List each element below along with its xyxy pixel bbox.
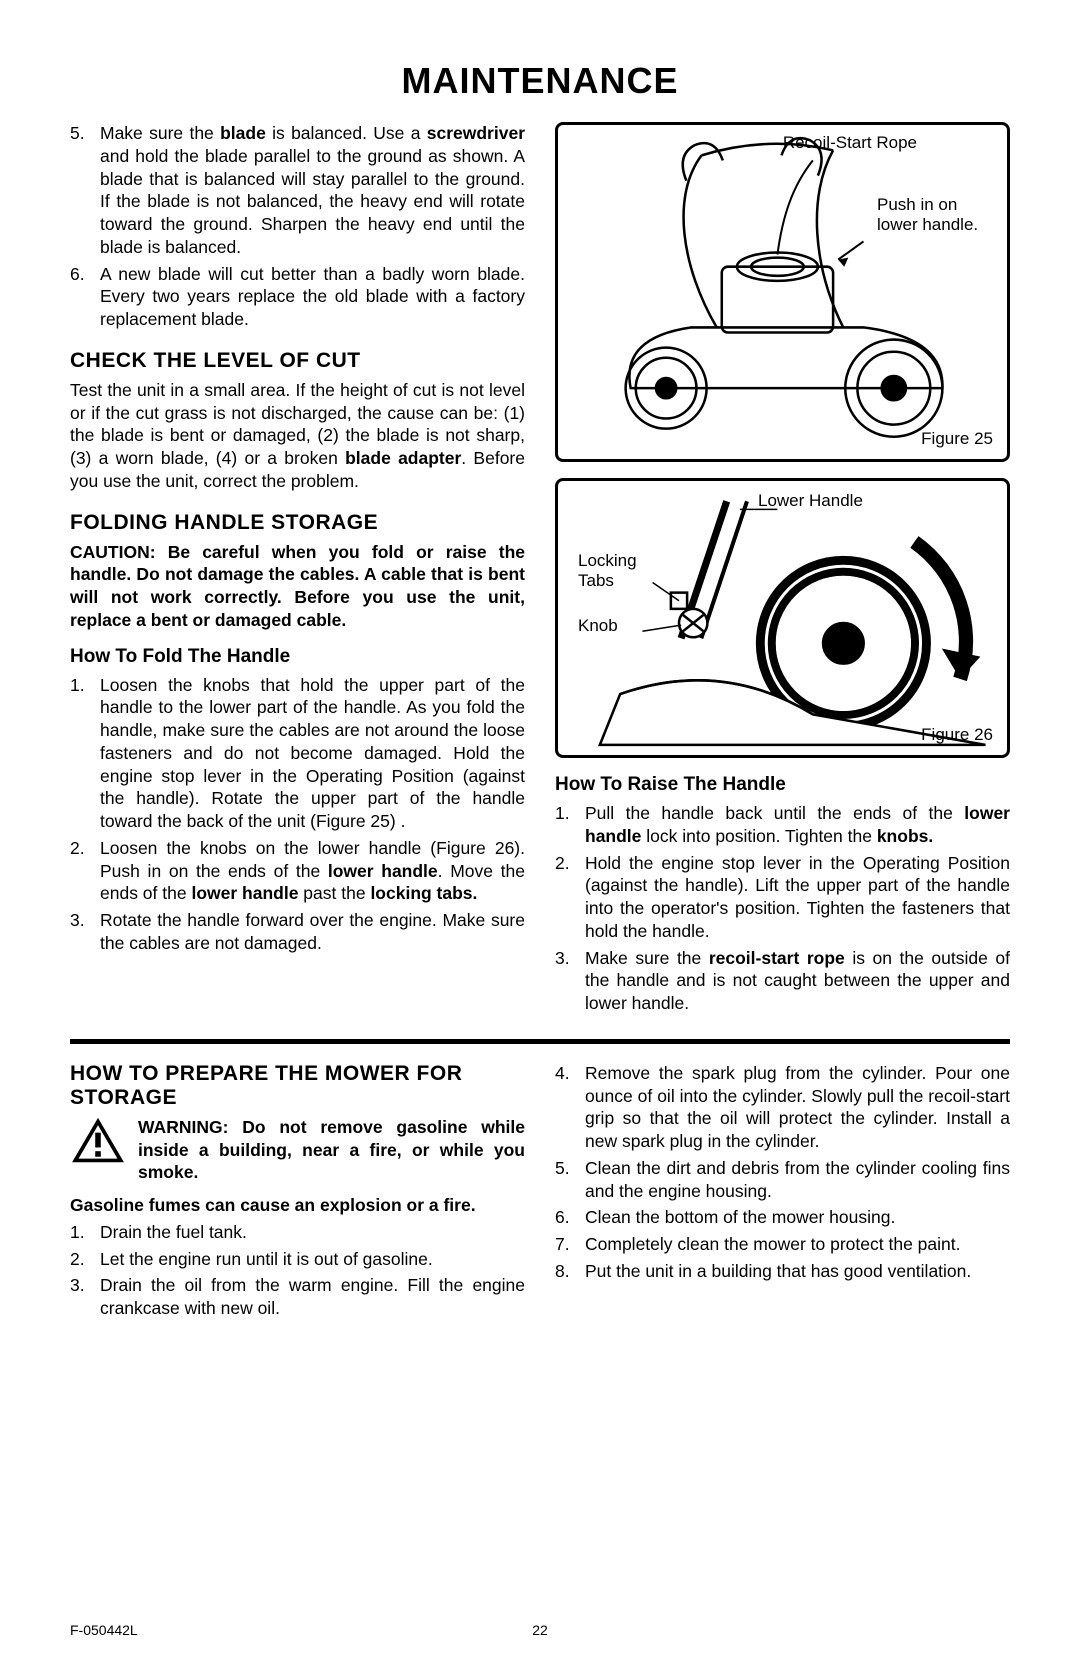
list-number: 3. [70,1274,100,1320]
list-number: 6. [70,263,100,331]
list-text: Pull the handle back until the ends of t… [585,802,1010,848]
figure-label: Push in on lower handle. [877,195,987,235]
figure-25: Recoil-Start Rope Push in on lower handl… [555,122,1010,462]
list-number: 1. [555,802,585,848]
list-number: 2. [70,837,100,905]
list-text: Clean the dirt and debris from the cylin… [585,1157,1010,1203]
section-heading: HOW TO PREPARE THE MOWER FOR STORAGE [70,1062,525,1110]
mower-illustration [558,125,1007,459]
page-number: 22 [532,1622,548,1638]
page-title: MAINTENANCE [70,60,1010,102]
list-text: Remove the spark plug from the cylinder.… [585,1062,1010,1153]
right-column: Recoil-Start Rope Push in on lower handl… [555,122,1010,1019]
section-heading: CHECK THE LEVEL OF CUT [70,349,525,373]
list-number: 2. [70,1248,100,1271]
list-text: Drain the fuel tank. [100,1221,525,1244]
handle-illustration [558,481,1007,755]
left-column: 5.Make sure the blade is balanced. Use a… [70,122,525,1019]
list-text: Make sure the recoil-start rope is on th… [585,947,1010,1015]
figure-label: Knob [578,616,618,636]
caution-text: CAUTION: Be careful when you fold or rai… [70,541,525,632]
list-number: 6. [555,1206,585,1229]
warning-text: WARNING: Do not remove gasoline while in… [138,1116,525,1184]
subsection-heading: How To Fold The Handle [70,646,525,668]
section-heading: FOLDING HANDLE STORAGE [70,511,525,535]
list-number: 2. [555,852,585,943]
list-number: 4. [555,1062,585,1153]
figure-26: Lower Handle Locking Tabs Knob Figure 26 [555,478,1010,758]
list-text: Completely clean the mower to protect th… [585,1233,1010,1256]
list-number: 5. [555,1157,585,1203]
figure-label: Locking Tabs [578,551,648,591]
storage-left-column: HOW TO PREPARE THE MOWER FOR STORAGE WAR… [70,1062,525,1324]
figure-caption: Figure 26 [921,725,993,745]
figure-label: Lower Handle [758,491,863,511]
section-divider [70,1039,1010,1044]
warning-text: Gasoline fumes can cause an explosion or… [70,1194,525,1217]
page-footer: F-050442L 22 [70,1622,1010,1638]
warning-icon [70,1116,126,1166]
list-number: 8. [555,1260,585,1283]
list-text: A new blade will cut better than a badly… [100,263,525,331]
body-text: Test the unit in a small area. If the he… [70,379,525,493]
list-text: Clean the bottom of the mower housing. [585,1206,1010,1229]
figure-label: Recoil-Start Rope [783,133,917,153]
list-text: Drain the oil from the warm engine. Fill… [100,1274,525,1320]
list-text: Loosen the knobs that hold the upper par… [100,674,525,833]
list-number: 3. [70,909,100,955]
storage-right-column: 4.Remove the spark plug from the cylinde… [555,1062,1010,1324]
list-number: 1. [70,1221,100,1244]
list-text: Rotate the handle forward over the engin… [100,909,525,955]
figure-caption: Figure 25 [921,429,993,449]
list-number: 1. [70,674,100,833]
list-text: Loosen the knobs on the lower handle (Fi… [100,837,525,905]
list-text: Hold the engine stop lever in the Operat… [585,852,1010,943]
subsection-heading: How To Raise The Handle [555,774,1010,796]
list-number: 7. [555,1233,585,1256]
list-text: Put the unit in a building that has good… [585,1260,1010,1283]
list-text: Make sure the blade is balanced. Use a s… [100,122,525,259]
list-number: 5. [70,122,100,259]
document-id: F-050442L [70,1622,138,1638]
list-text: Let the engine run until it is out of ga… [100,1248,525,1271]
list-number: 3. [555,947,585,1015]
